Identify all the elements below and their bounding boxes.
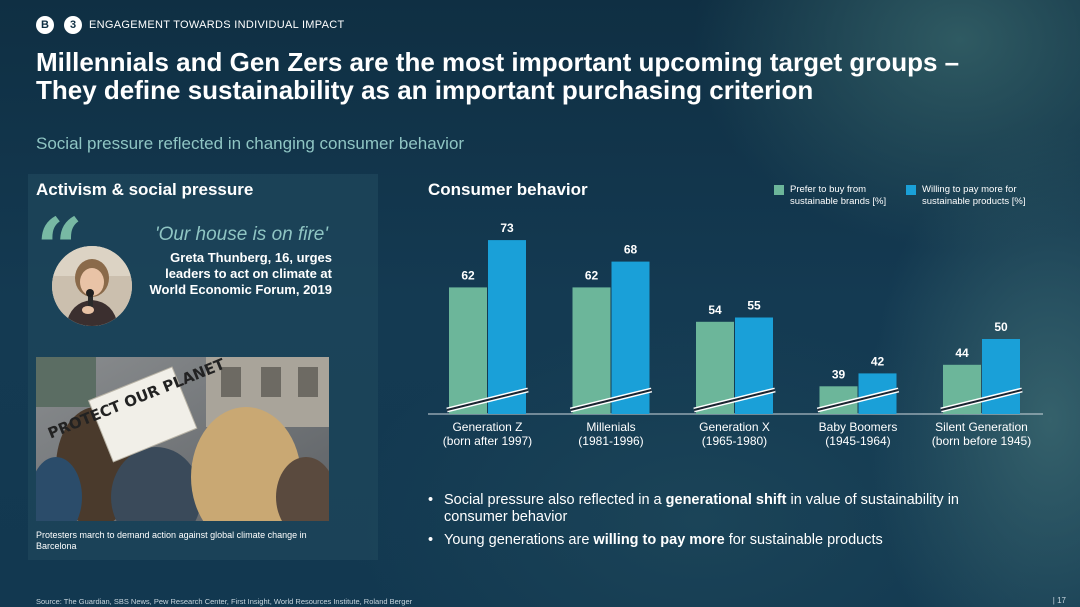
bar-1-1: [449, 287, 487, 414]
badge-b: B: [36, 16, 54, 34]
legend-swatch-1: [774, 185, 784, 195]
bullet-1: Social pressure also reflected in a gene…: [428, 492, 988, 526]
headline-line-1: Millennials and Gen Zers are the most im…: [36, 47, 960, 77]
subheadline: Social pressure reflected in changing co…: [36, 134, 465, 153]
bullet-1-bold: generational shift: [665, 492, 787, 508]
axis-break-4: [817, 389, 899, 411]
headline-line-2: They define sustainability as an importa…: [36, 75, 814, 105]
page-number: | 17: [1052, 596, 1066, 605]
bullet-list: Social pressure also reflected in a gene…: [428, 492, 988, 555]
avatar: [52, 246, 132, 326]
data-label-2-5: 50: [994, 320, 1008, 334]
bullet-2-bold: willing to pay more: [593, 532, 725, 548]
chart-title: Consumer behavior: [428, 180, 588, 199]
bar-2-2: [611, 261, 650, 414]
axis-break-3: [693, 389, 776, 411]
category-label-1-line-1: Generation Z: [452, 420, 522, 434]
bullet-2: Young generations are willing to pay mor…: [428, 532, 988, 549]
quote-caption: Greta Thunberg, 16, urges leaders to act…: [149, 250, 332, 297]
category-label-2-line-2: (1981-1996): [578, 434, 643, 448]
axis-break-1: [446, 389, 529, 411]
bullet-1-post: in value of sustainability in consumer b…: [444, 492, 960, 525]
data-label-1-4: 39: [832, 367, 846, 381]
axis-break-5: [940, 389, 1023, 411]
legend-item-1: Prefer to buy from sustainable brands [%…: [774, 184, 910, 208]
data-label-1-5: 44: [955, 346, 969, 360]
category-label-5-line-1: Silent Generation: [935, 420, 1028, 434]
axis-break-2: [570, 389, 652, 411]
bullet-1-pre: Social pressure also reflected in a: [444, 492, 666, 508]
legend-item-2: Willing to pay more for sustainable prod…: [906, 184, 1042, 208]
data-label-1-1: 62: [461, 268, 475, 282]
bar-1-3: [696, 321, 734, 414]
activism-title: Activism & social pressure: [36, 180, 254, 199]
category-label-3-line-2: (1965-1980): [702, 434, 767, 448]
quote-text: 'Our house is on fire': [154, 224, 328, 245]
page-title: Millennials and Gen Zers are the most im…: [36, 48, 1036, 104]
legend-label-1: Prefer to buy from sustainable brands [%…: [790, 184, 887, 207]
protest-photo: PROTECT OUR PLANET: [36, 357, 329, 521]
bar-2-1: [488, 240, 526, 414]
data-label-1-3: 54: [708, 303, 722, 317]
category-label-4-line-2: (1945-1964): [825, 434, 890, 448]
source-note: Source: The Guardian, SBS News, Pew Rese…: [36, 597, 413, 606]
bar-1-2: [572, 287, 611, 414]
badge-3: 3: [64, 16, 82, 34]
bullet-2-post: for sustainable products: [724, 532, 883, 548]
category-label-4-line-1: Baby Boomers: [819, 420, 898, 434]
legend-label-2: Willing to pay more for sustainable prod…: [922, 184, 1026, 207]
data-label-2-3: 55: [747, 299, 761, 313]
photo-caption: Protesters march to demand action agains…: [36, 530, 307, 551]
section-title: ENGAGEMENT TOWARDS INDIVIDUAL IMPACT: [89, 19, 345, 31]
category-label-3-line-1: Generation X: [699, 420, 770, 434]
bar-2-5: [982, 339, 1020, 414]
category-label-5-line-2: (born before 1945): [932, 434, 1031, 448]
bar-chart: 62 73 Generation Z(born after 1997) 62 68 Mil…: [428, 221, 1043, 448]
bullet-2-pre: Young generations are: [444, 532, 594, 548]
data-label-2-4: 42: [871, 354, 885, 368]
legend-swatch-2: [906, 185, 916, 195]
data-label-1-2: 62: [585, 268, 599, 282]
category-label-2-line-1: Millenials: [586, 420, 635, 434]
category-label-1-line-2: (born after 1997): [443, 434, 532, 448]
data-label-2-1: 73: [500, 221, 514, 235]
data-label-2-2: 68: [624, 243, 638, 257]
